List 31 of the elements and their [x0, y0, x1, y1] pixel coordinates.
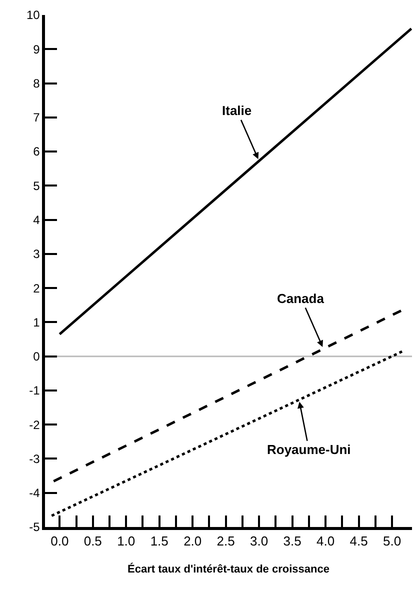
- y-tick-label: -2: [29, 418, 40, 432]
- x-tick-label: 2.5: [216, 533, 235, 548]
- x-tick-label: 3.0: [250, 533, 268, 548]
- x-tick-label: 1.0: [117, 533, 136, 548]
- y-tick-label: 7: [33, 110, 40, 125]
- x-axis-title: Écart taux d'intérêt-taux de croissance: [128, 562, 330, 576]
- y-tick-label: 4: [33, 213, 40, 227]
- text: Canada: [277, 291, 325, 306]
- y-tick-label: 1: [33, 315, 40, 330]
- y-tick-label: 6: [33, 144, 40, 159]
- x-tick-label: 1.5: [150, 533, 168, 548]
- x-tick-label: 2.0: [184, 533, 202, 548]
- y-tick-label: -1: [29, 384, 40, 398]
- x-tick-label: 4.0: [316, 533, 335, 548]
- y-tick-label: 2: [33, 281, 40, 296]
- y-tick-label: -4: [29, 486, 40, 500]
- y-tick-label: 0: [33, 350, 40, 364]
- series-label: Royaume-Uni: [267, 442, 351, 457]
- x-tick-label: 4.5: [350, 533, 368, 548]
- text: Italie: [222, 103, 252, 118]
- x-tick-label: 5.0: [383, 533, 402, 548]
- y-tick-label: 10: [26, 8, 40, 22]
- y-tick-label: -5: [29, 520, 40, 534]
- y-tick-label: 3: [33, 247, 40, 262]
- y-tick-label: 5: [33, 178, 40, 193]
- y-tick-label: 9: [33, 42, 40, 56]
- x-tick-label: 0.0: [50, 533, 69, 548]
- x-tick-label: 3.5: [283, 533, 302, 548]
- y-tick-label: 8: [33, 76, 40, 90]
- y-tick-label: -3: [29, 452, 40, 466]
- x-tick-label: 0.5: [84, 533, 102, 548]
